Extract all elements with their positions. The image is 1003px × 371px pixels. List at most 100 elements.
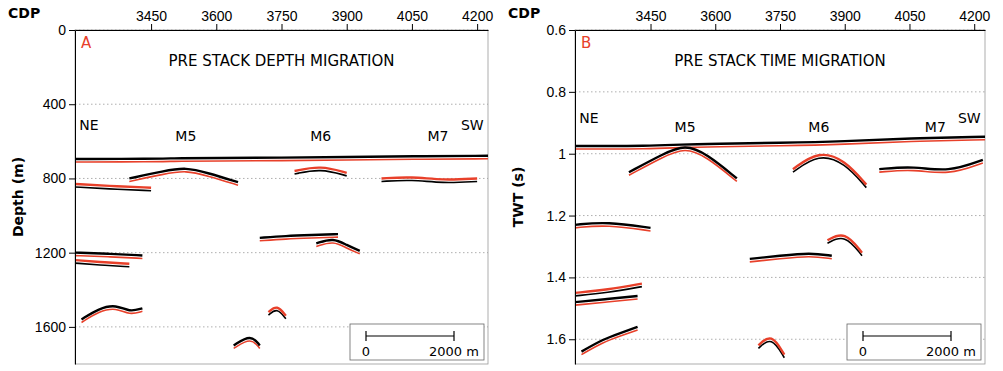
reflector: [260, 234, 338, 238]
y-axis-title: Depth (m): [10, 157, 26, 237]
scale-bar-box: [847, 324, 981, 360]
tick-mark: [69, 253, 75, 254]
tick-mark: [69, 178, 75, 179]
reflector: [629, 148, 737, 179]
annotation: M6: [808, 119, 829, 135]
annotation: NE: [79, 117, 98, 133]
annotation: M5: [675, 119, 696, 135]
title: PRE STACK TIME MIGRATION: [674, 52, 886, 70]
grid-line: [75, 252, 488, 253]
tick-label: 1600: [35, 319, 66, 335]
reflector: [793, 155, 866, 185]
tick-label: 1.2: [547, 208, 567, 224]
tick-mark: [651, 24, 652, 30]
x-tick: 3450: [136, 8, 167, 30]
annotation: NE: [579, 110, 598, 126]
y-tick: 1200: [35, 245, 75, 261]
tick-label: 1: [558, 146, 566, 162]
scale-bar-label: 0: [859, 344, 867, 359]
tick-label: 3450: [136, 8, 167, 24]
title: PRE STACK DEPTH MIGRATION: [168, 52, 394, 70]
y-axis: 0.60.811.21.41.6: [547, 22, 576, 365]
tick-label: 4050: [894, 8, 925, 24]
x-tick: 3750: [266, 8, 297, 30]
reflectors: [75, 156, 488, 349]
tick-mark: [569, 92, 575, 93]
grid-line: [575, 153, 985, 154]
tick-mark: [715, 24, 716, 30]
grid-line: [575, 215, 985, 216]
x-tick: 4200: [462, 8, 493, 30]
tick-mark: [69, 30, 75, 31]
plot-frame: [75, 30, 488, 364]
scale-bar-tick: [862, 331, 863, 341]
y-tick: 400: [43, 96, 75, 112]
scale-bar-line: [863, 335, 951, 336]
axis-line: [575, 31, 576, 365]
chart-canvas: 345036003750390040504200040080012001600C…: [0, 0, 1003, 371]
reflector: [381, 177, 477, 179]
scale-bar: 02000 m: [350, 324, 484, 360]
tick-label: 3900: [332, 8, 363, 24]
scale-bar-label: 2000 m: [429, 344, 479, 359]
y-tick: 0: [58, 22, 75, 38]
annotation: SW: [461, 117, 484, 133]
reflector: [316, 240, 359, 251]
y-tick: 1.2: [547, 208, 575, 224]
tick-mark: [569, 154, 575, 155]
axis-line: [576, 30, 986, 31]
tick-mark: [909, 24, 910, 30]
grid-line: [575, 91, 985, 92]
axis-line: [76, 30, 489, 31]
tick-label: 4200: [959, 8, 990, 24]
reflector: [75, 184, 151, 188]
x-tick: 3900: [332, 8, 363, 30]
y-tick: 800: [43, 170, 75, 186]
annotation: SW: [958, 110, 981, 126]
tick-label: 0.6: [547, 22, 567, 38]
panel: 345036003750390040504200040080012001600C…: [8, 5, 493, 365]
tick-mark: [569, 277, 575, 278]
y-tick: 1600: [35, 319, 75, 335]
tick-mark: [569, 339, 575, 340]
tick-mark: [347, 24, 348, 30]
scale-bar-label: 2000 m: [926, 344, 976, 359]
x-tick: 3900: [830, 8, 861, 30]
tick-label: 3750: [266, 8, 297, 24]
grid-line: [75, 178, 488, 179]
x-tick: 4050: [397, 8, 428, 30]
panel-letter: A: [81, 34, 92, 52]
y-tick: 1.6: [547, 331, 575, 347]
tick-mark: [780, 24, 781, 30]
annotation: M7: [925, 119, 946, 135]
reflector: [295, 168, 347, 173]
reflector: [268, 308, 285, 316]
scale-bar: 0 2000 m: [847, 324, 981, 360]
tick-label: 800: [43, 170, 67, 186]
scale-bar-tick: [365, 331, 366, 341]
reflector: [827, 235, 862, 252]
reflector: [75, 156, 488, 159]
tick-label: 0: [58, 22, 66, 38]
tick-label: 3600: [700, 8, 731, 24]
reflector: [575, 223, 651, 228]
reflector: [575, 284, 642, 293]
reflector-shadow: [381, 180, 477, 182]
tick-label: 4200: [462, 8, 493, 24]
reflector: [581, 327, 637, 352]
x-axis: 345036003750390040504200: [576, 8, 991, 31]
y-tick: 0.8: [547, 84, 575, 100]
y-axis: 0 400 800 1200 1600: [35, 22, 76, 365]
tick-mark: [974, 24, 975, 30]
reflector: [234, 338, 260, 345]
tick-mark: [412, 24, 413, 30]
panel-letter: B: [581, 34, 591, 52]
tick-label: 0.8: [547, 84, 567, 100]
tick-mark: [477, 24, 478, 30]
tick-label: 3600: [201, 8, 232, 24]
reflector: [750, 254, 832, 259]
reflector: [129, 169, 238, 182]
tick-mark: [282, 24, 283, 30]
reflector: [758, 338, 784, 354]
x-tick: 4050: [894, 8, 925, 30]
